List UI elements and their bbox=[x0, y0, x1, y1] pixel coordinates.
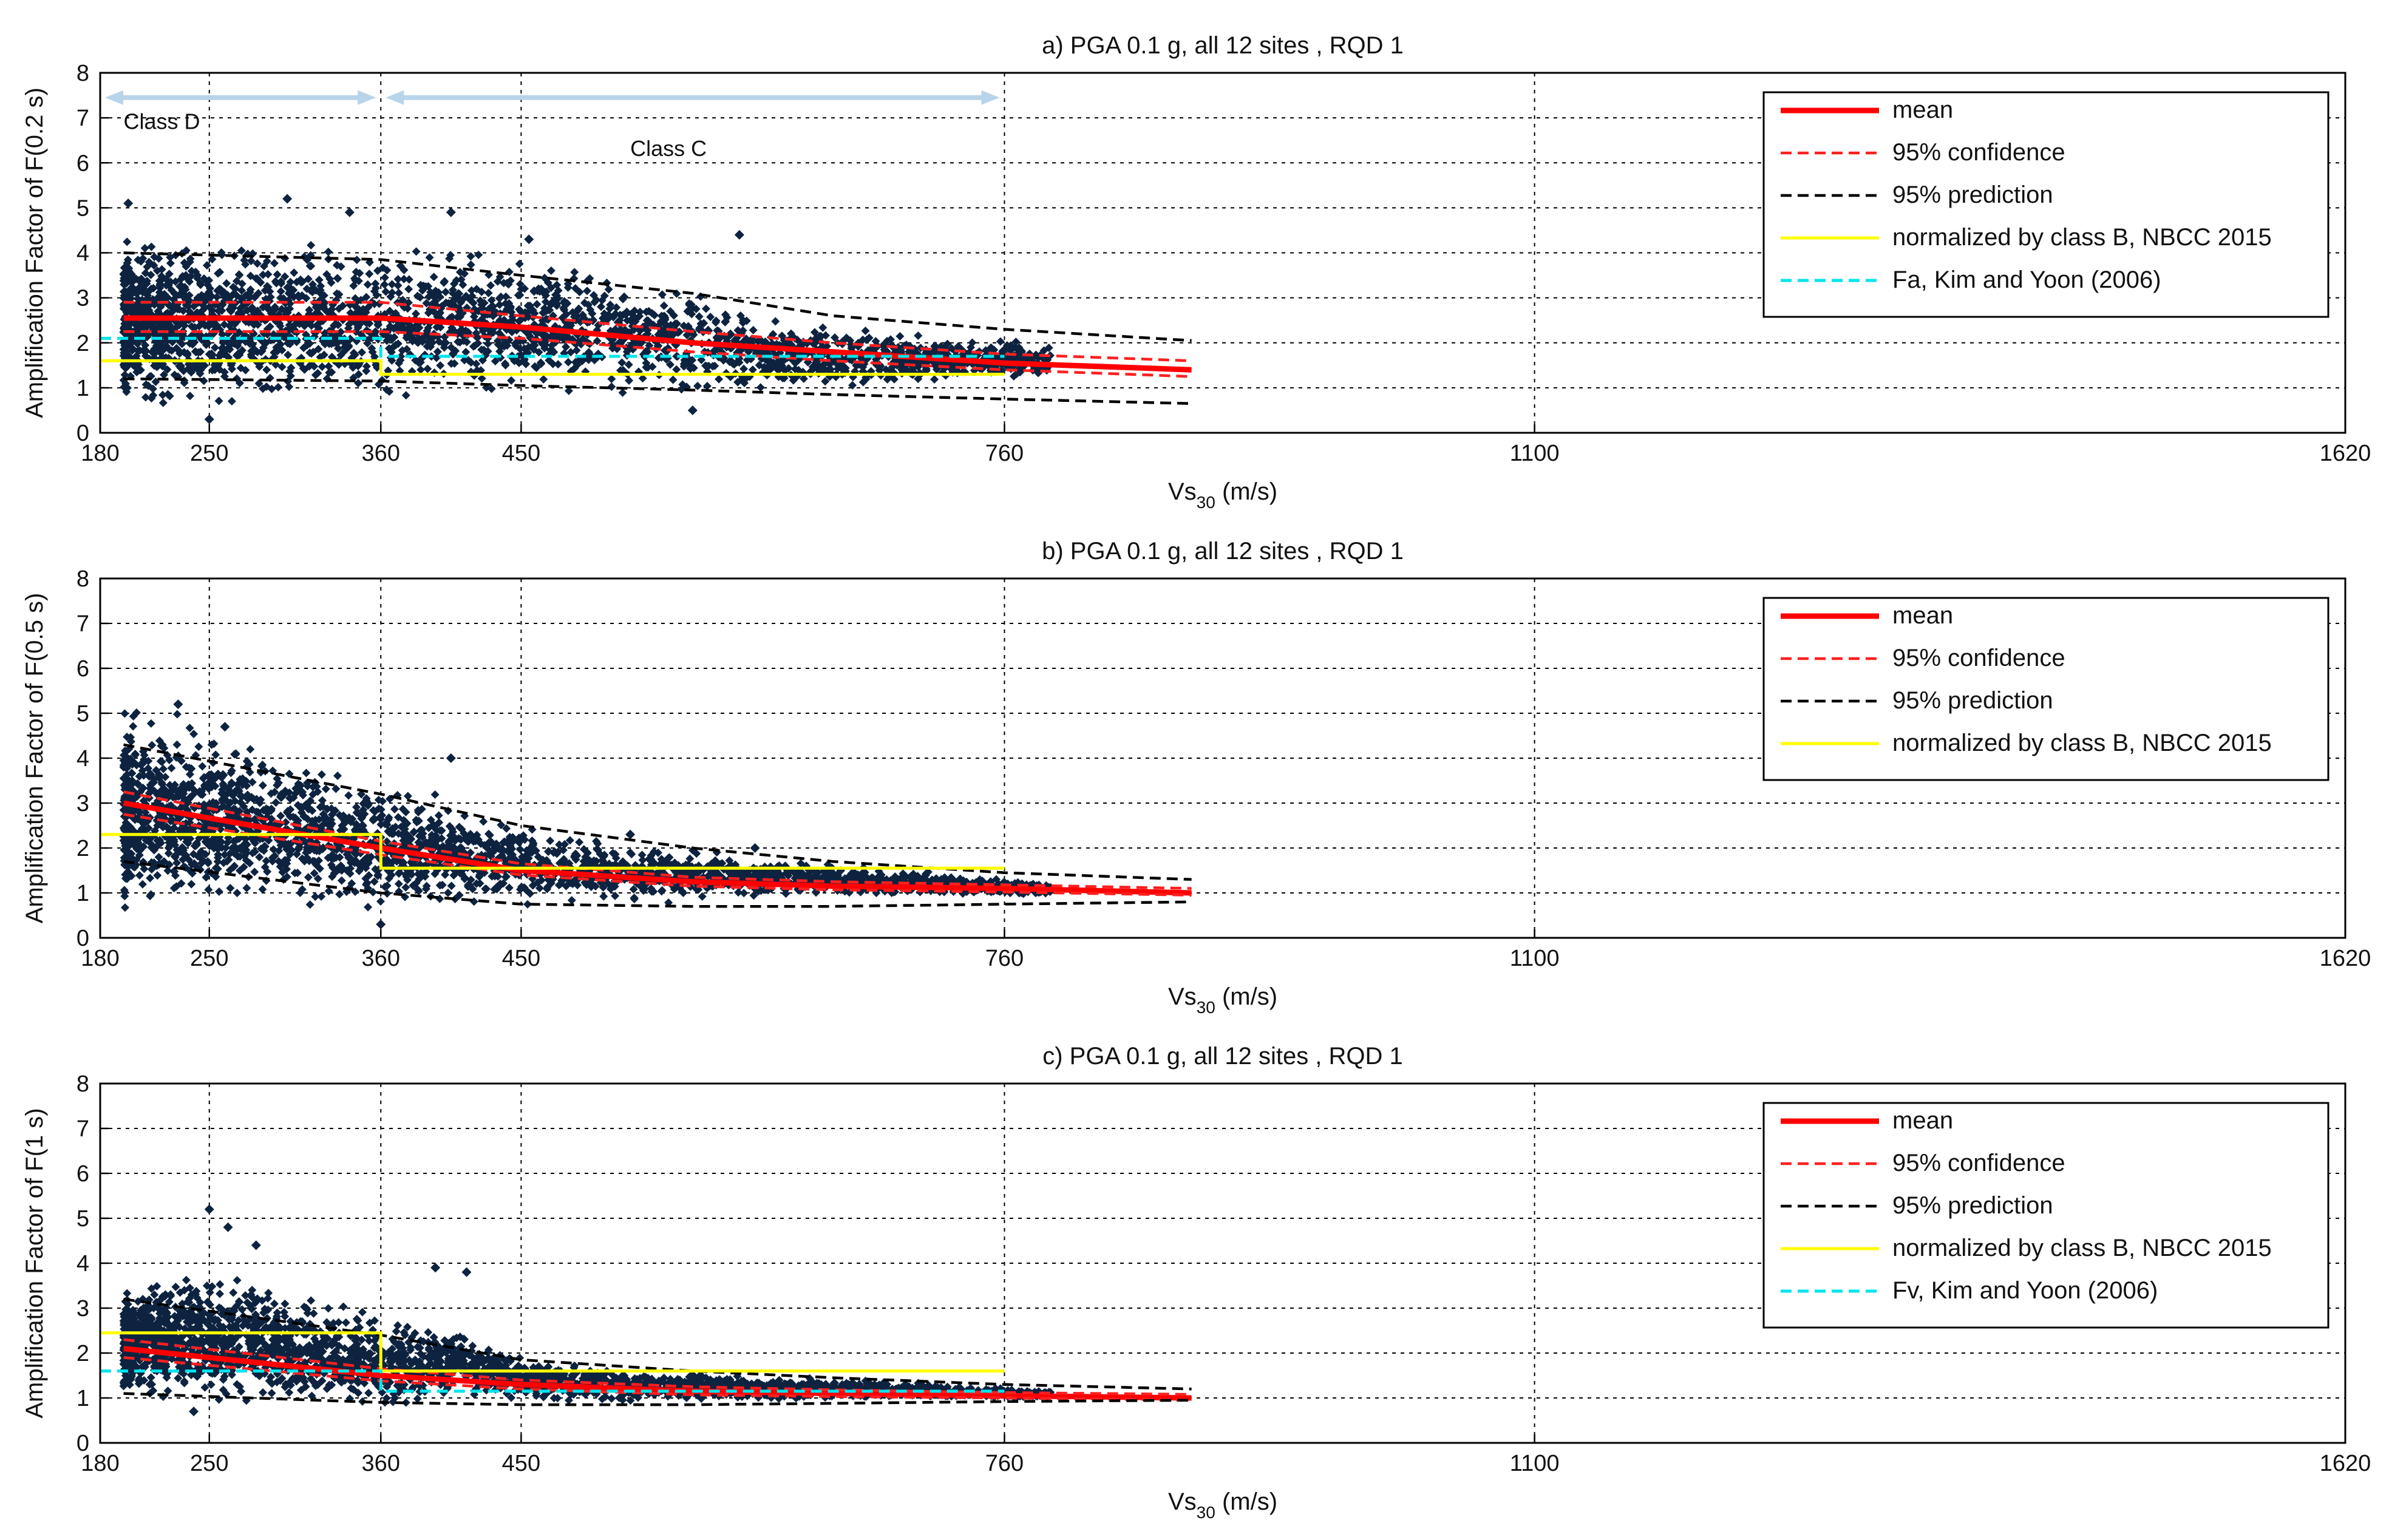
scatter-point bbox=[515, 259, 524, 268]
legend: mean 95% confidence 95% prediction normaliz… bbox=[1762, 91, 2330, 318]
y-tick-label: 7 bbox=[76, 106, 89, 131]
scatter-point bbox=[487, 384, 496, 393]
scatter-point bbox=[186, 392, 195, 401]
y-tick-label: 3 bbox=[76, 286, 89, 311]
x-tick-label: 1620 bbox=[2320, 441, 2371, 466]
scatter-point bbox=[461, 347, 471, 356]
scatter-point bbox=[433, 347, 442, 356]
scatter-point bbox=[436, 361, 445, 370]
scatter-point bbox=[477, 374, 486, 383]
y-tick-label: 6 bbox=[76, 151, 89, 176]
x-axis-label-sub: 30 bbox=[1197, 493, 1215, 512]
legend-label: 95% prediction bbox=[1892, 181, 2053, 208]
x-tick-label: 760 bbox=[985, 441, 1024, 466]
x-tick-label: 450 bbox=[502, 441, 540, 466]
scatter-point bbox=[818, 323, 827, 332]
scatter-point bbox=[930, 375, 939, 384]
annotation-class-c: Class C bbox=[630, 136, 707, 161]
scatter-point bbox=[607, 375, 616, 384]
scatter-point bbox=[271, 360, 280, 369]
scatter-point bbox=[259, 270, 268, 279]
chart-title: a) PGA 0.1 g, all 12 sites , RQD 1 bbox=[1042, 32, 1404, 59]
y-tick-label: 5 bbox=[76, 195, 89, 221]
scatter-point bbox=[590, 297, 599, 307]
legend-label: mean bbox=[1892, 97, 1953, 123]
y-tick-label: 1 bbox=[76, 376, 89, 401]
scatter-point bbox=[693, 381, 702, 390]
scatter-point bbox=[501, 359, 510, 368]
scatter-point bbox=[658, 290, 667, 299]
x-axis-label: Vs30 (m/s) bbox=[1168, 478, 1277, 512]
scatter-point bbox=[237, 246, 246, 255]
scatter-point bbox=[625, 376, 634, 385]
scatter-point bbox=[290, 268, 299, 277]
scatter-point bbox=[393, 281, 403, 290]
y-axis-label: Amplification Factor of F(0.2 s) bbox=[21, 87, 48, 418]
scatter-point bbox=[381, 287, 390, 296]
scatter-point bbox=[411, 309, 420, 318]
scatter-point bbox=[702, 382, 712, 391]
scatter-point bbox=[404, 298, 413, 307]
y-tick-label: 2 bbox=[76, 331, 89, 356]
scatter-point bbox=[208, 254, 217, 263]
y-tick-label: 0 bbox=[76, 421, 89, 446]
x-axis-label-main: Vs bbox=[1168, 478, 1197, 505]
scatter-point bbox=[380, 280, 389, 289]
x-tick-label: 360 bbox=[362, 441, 400, 466]
scatter-point bbox=[756, 383, 765, 392]
y-tick-label: 8 bbox=[76, 61, 89, 86]
legend-label: normalized by class B, NBCC 2015 bbox=[1892, 224, 2272, 251]
scatter-point bbox=[786, 329, 795, 338]
scatter-point bbox=[259, 262, 268, 271]
legend-label: Fa, Kim and Yoon (2006) bbox=[1892, 266, 2161, 293]
annotation-class-d: Class D bbox=[124, 109, 200, 134]
scatter-point bbox=[241, 365, 250, 375]
scatter-point bbox=[486, 281, 495, 290]
scatter-point bbox=[423, 364, 432, 373]
x-tick-label: 250 bbox=[190, 441, 228, 466]
scatter-point bbox=[416, 365, 425, 375]
legend-label: 95% confidence bbox=[1892, 139, 2065, 166]
scatter-point bbox=[736, 311, 745, 320]
x-axis-label-unit: (m/s) bbox=[1215, 478, 1277, 505]
scatter-point bbox=[276, 287, 285, 296]
scatter-point bbox=[227, 396, 236, 405]
scatter-point bbox=[638, 374, 647, 383]
scatter-point bbox=[365, 270, 374, 279]
x-tick-label: 1100 bbox=[1510, 441, 1560, 466]
y-tick-label: 4 bbox=[76, 241, 89, 266]
